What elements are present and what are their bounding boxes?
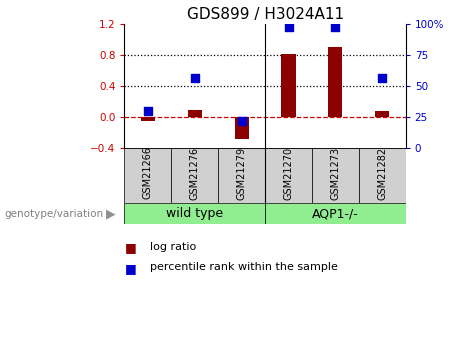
Text: GSM21266: GSM21266 (143, 147, 153, 199)
Text: genotype/variation: genotype/variation (5, 209, 104, 219)
Bar (235, 117, 248, 139)
Bar (171, 148, 218, 203)
Text: GSM21276: GSM21276 (190, 146, 200, 199)
Point (285, 24, 292, 29)
Point (332, 24, 339, 29)
Text: GSM21282: GSM21282 (377, 146, 387, 199)
Bar (328, 48, 343, 117)
Text: percentile rank within the sample: percentile rank within the sample (150, 262, 338, 272)
Bar (282, 54, 296, 117)
Bar (218, 148, 265, 203)
Title: GDS899 / H3024A11: GDS899 / H3024A11 (187, 7, 343, 22)
Text: ■: ■ (124, 241, 136, 255)
Bar (141, 117, 155, 121)
Bar (124, 148, 171, 203)
Text: GSM21273: GSM21273 (331, 146, 340, 199)
Bar (312, 148, 359, 203)
Text: AQP1-/-: AQP1-/- (312, 207, 359, 220)
Text: GSM21270: GSM21270 (284, 146, 294, 199)
Bar (124, 203, 265, 224)
Point (238, 118, 245, 124)
Point (378, 75, 386, 80)
Text: GSM21279: GSM21279 (236, 146, 247, 199)
Bar (265, 148, 312, 203)
Text: ▶: ▶ (106, 207, 116, 220)
Bar (265, 203, 406, 224)
Bar (359, 148, 406, 203)
Point (144, 108, 152, 114)
Point (191, 75, 198, 80)
Text: log ratio: log ratio (150, 241, 196, 252)
Text: wild type: wild type (166, 207, 223, 220)
Text: ■: ■ (124, 262, 136, 275)
Bar (375, 111, 389, 117)
Bar (188, 110, 202, 117)
